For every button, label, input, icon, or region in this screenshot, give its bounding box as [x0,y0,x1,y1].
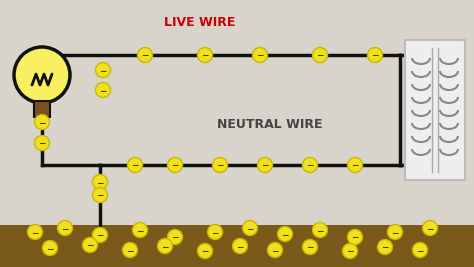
Circle shape [92,187,108,202]
Text: −: − [306,244,314,253]
Circle shape [95,83,110,97]
Text: −: − [31,229,39,238]
Circle shape [422,221,438,235]
Circle shape [277,226,292,241]
Circle shape [92,175,108,190]
Circle shape [302,158,318,172]
Text: −: − [38,119,46,128]
Circle shape [14,47,70,103]
Circle shape [43,241,57,256]
Text: −: − [316,52,324,61]
Text: −: − [86,241,94,250]
Bar [405,40,465,180]
Text: −: − [371,52,379,61]
Text: LIVE WIRE: LIVE WIRE [164,15,236,29]
Text: −: − [351,234,359,242]
Text: −: − [161,242,169,252]
Circle shape [412,242,428,257]
Text: NEUTRAL WIRE: NEUTRAL WIRE [217,119,323,132]
Text: −: − [346,248,354,257]
Circle shape [212,158,228,172]
Text: −: − [211,229,219,238]
Circle shape [57,221,73,235]
Text: −: − [381,244,389,253]
Text: −: − [256,52,264,61]
Text: −: − [96,231,104,241]
Circle shape [137,48,153,62]
Text: −: − [126,246,134,256]
Circle shape [302,239,318,254]
Circle shape [312,222,328,238]
Circle shape [312,48,328,62]
Text: −: − [171,162,179,171]
Text: −: − [201,52,209,61]
Text: −: − [316,226,324,235]
Circle shape [95,62,110,77]
Text: −: − [61,225,69,234]
Circle shape [267,242,283,257]
Circle shape [208,225,222,239]
Bar [0,225,474,267]
Text: −: − [351,162,359,171]
Text: −: − [216,162,224,171]
Circle shape [233,238,247,253]
Circle shape [388,225,402,239]
Text: −: − [99,66,107,76]
Circle shape [343,244,357,258]
Circle shape [347,230,363,245]
Text: −: − [171,234,179,242]
Text: −: − [271,246,279,256]
Circle shape [35,135,49,151]
Text: −: − [46,245,54,253]
Circle shape [253,48,267,62]
Circle shape [92,227,108,242]
Text: −: − [391,229,399,238]
Circle shape [347,158,363,172]
Bar [34,101,50,117]
Circle shape [198,48,212,62]
Circle shape [82,238,98,253]
Text: −: − [306,162,314,171]
Text: −: − [136,226,144,235]
Text: −: − [96,179,104,187]
Circle shape [198,244,212,258]
Circle shape [122,242,137,257]
Circle shape [133,222,147,238]
Circle shape [167,158,182,172]
Text: −: − [246,225,254,234]
Text: −: − [426,225,434,234]
Text: −: − [261,162,269,171]
Circle shape [257,158,273,172]
Text: −: − [281,230,289,239]
Circle shape [243,221,257,235]
Text: −: − [96,191,104,201]
Text: −: − [38,139,46,148]
Circle shape [157,238,173,253]
Text: −: − [99,87,107,96]
Circle shape [377,239,392,254]
Circle shape [167,230,182,245]
Circle shape [128,158,143,172]
Text: −: − [141,52,149,61]
Text: −: − [236,242,244,252]
Circle shape [27,225,43,239]
Circle shape [367,48,383,62]
Circle shape [35,115,49,129]
Text: −: − [131,162,139,171]
Text: −: − [416,246,424,256]
Text: −: − [201,248,209,257]
